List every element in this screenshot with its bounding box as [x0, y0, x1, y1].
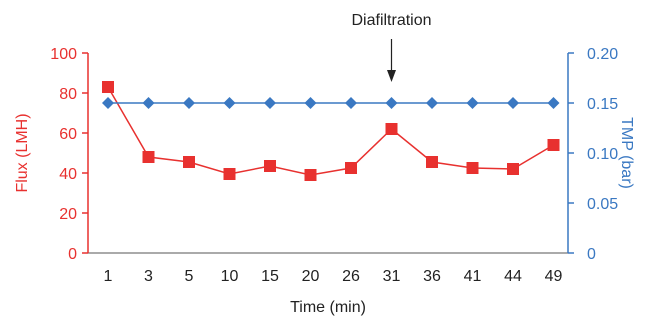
x-tick-label: 26 [342, 268, 360, 285]
flux-point [223, 168, 236, 180]
tmp-point [385, 97, 398, 109]
y-left-tick-label: 40 [59, 166, 77, 183]
tmp-point [507, 97, 519, 109]
flux-point [466, 162, 479, 174]
x-tick-label: 1 [104, 268, 113, 285]
y-left-axis-title: Flux (LMH) [14, 113, 31, 192]
flux-point [385, 123, 398, 135]
tmp-point [426, 97, 438, 109]
flux-point [345, 162, 357, 174]
y-left-tick-label: 100 [50, 46, 77, 63]
x-tick-label: 3 [144, 268, 153, 285]
y-left-tick-label: 60 [59, 126, 77, 143]
y-right-tick-label: 0.10 [587, 146, 618, 163]
x-tick-label: 49 [545, 268, 563, 285]
y-left-tick-label: 80 [59, 86, 77, 103]
x-tick-label: 5 [185, 268, 194, 285]
flux-point [426, 156, 438, 168]
tmp-point [466, 97, 479, 109]
flux-point [142, 151, 155, 163]
x-tick-label: 41 [464, 268, 482, 285]
x-tick-label: 10 [221, 268, 239, 285]
flux-point [264, 160, 276, 172]
y-left-tick-label: 20 [59, 206, 77, 223]
annotation-arrow-head [387, 70, 396, 82]
flux-point [102, 81, 114, 93]
y-right-tick-label: 0.20 [587, 46, 618, 63]
tmp-point [264, 97, 276, 109]
x-tick-label: 31 [383, 268, 401, 285]
x-tick-label: 15 [261, 268, 279, 285]
tmp-point [304, 97, 317, 109]
diafiltration-annotation: Diafiltration [351, 12, 431, 29]
x-tick-label: 36 [423, 268, 441, 285]
y-right-tick-label: 0 [587, 246, 596, 263]
series-line-flux [107, 86, 554, 176]
flux-point [507, 163, 519, 175]
tmp-point [345, 97, 357, 109]
y-left-tick-label: 0 [68, 246, 77, 263]
y-right-tick-label: 0.05 [587, 196, 618, 213]
x-axis-title: Time (min) [290, 299, 366, 316]
tmp-point [102, 97, 114, 109]
x-tick-label: 20 [302, 268, 320, 285]
x-tick-label: 44 [504, 268, 522, 285]
tmp-point [223, 97, 236, 109]
flux-point [304, 169, 317, 181]
flux-point [183, 156, 195, 168]
y-right-tick-label: 0.15 [587, 96, 618, 113]
tmp-point [183, 97, 195, 109]
flux-point [547, 139, 560, 151]
tmp-point [142, 97, 155, 109]
y-right-axis-title: TMP (bar) [618, 117, 635, 189]
tmp-point [547, 97, 560, 109]
